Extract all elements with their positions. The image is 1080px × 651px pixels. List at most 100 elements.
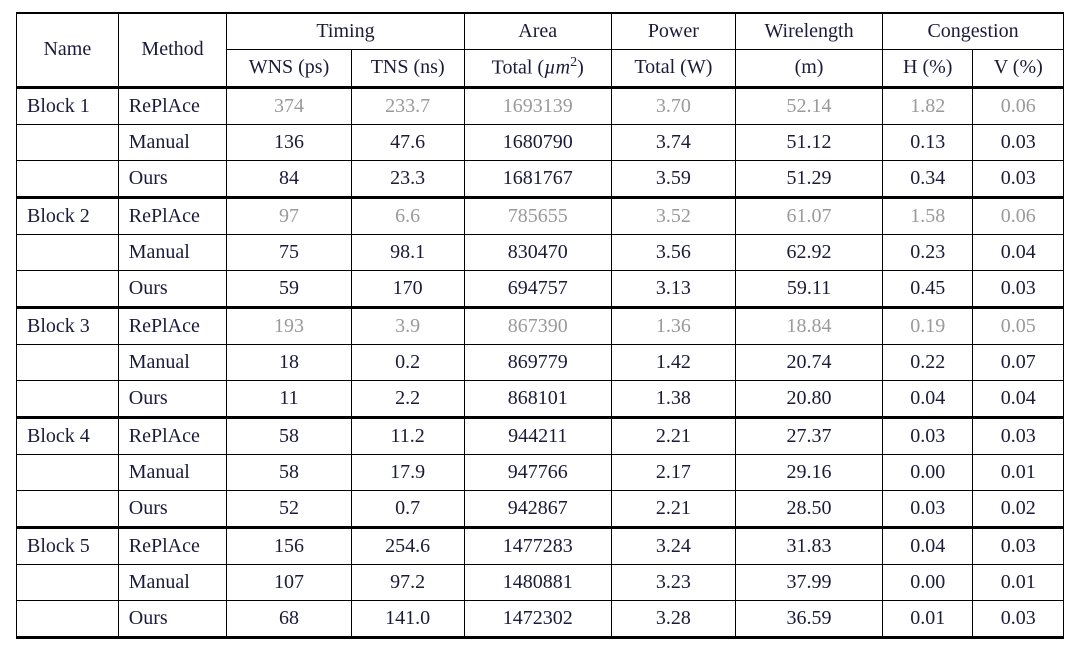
cell-tns: 141.0 [351, 600, 464, 637]
cell-area: 944211 [464, 417, 611, 454]
col-timing: Timing [227, 13, 464, 50]
cell-wl: 51.29 [736, 160, 883, 197]
cell-cv: 0.03 [973, 124, 1064, 160]
table-row: Ours8423.316817673.5951.290.340.03 [17, 160, 1064, 197]
cell-wl: 20.80 [736, 380, 883, 417]
cell-tns: 254.6 [351, 527, 464, 564]
cell-block-name [17, 564, 119, 600]
table-row: Block 4RePlAce5811.29442112.2127.370.030… [17, 417, 1064, 454]
cell-ch: 0.13 [883, 124, 973, 160]
col-wirelength: Wirelength [736, 13, 883, 50]
col-method: Method [118, 13, 227, 87]
cell-cv: 0.03 [973, 600, 1064, 637]
cell-method: Manual [118, 564, 227, 600]
table-row: Ours68141.014723023.2836.590.010.03 [17, 600, 1064, 637]
cell-ch: 0.34 [883, 160, 973, 197]
col-power: Power [611, 13, 735, 50]
cell-method: Manual [118, 344, 227, 380]
cell-cv: 0.04 [973, 380, 1064, 417]
cell-block-name [17, 380, 119, 417]
table-row: Manual10797.214808813.2337.990.000.01 [17, 564, 1064, 600]
cell-method: RePlAce [118, 197, 227, 234]
cell-ch: 1.82 [883, 87, 973, 124]
cell-ch: 1.58 [883, 197, 973, 234]
cell-area: 947766 [464, 454, 611, 490]
cell-cv: 0.06 [973, 197, 1064, 234]
cell-wl: 52.14 [736, 87, 883, 124]
col-wns: WNS (ps) [227, 50, 351, 88]
cell-block-name [17, 344, 119, 380]
cell-method: Ours [118, 490, 227, 527]
cell-method: Manual [118, 234, 227, 270]
col-area: Area [464, 13, 611, 50]
cell-wns: 52 [227, 490, 351, 527]
cell-area: 785655 [464, 197, 611, 234]
cell-method: Ours [118, 380, 227, 417]
cell-cv: 0.03 [973, 527, 1064, 564]
cell-ch: 0.04 [883, 380, 973, 417]
cell-wl: 62.92 [736, 234, 883, 270]
cell-ch: 0.04 [883, 527, 973, 564]
cell-tns: 97.2 [351, 564, 464, 600]
cell-wl: 18.84 [736, 307, 883, 344]
cell-block-name [17, 160, 119, 197]
cell-wns: 84 [227, 160, 351, 197]
table-row: Manual5817.99477662.1729.160.000.01 [17, 454, 1064, 490]
cell-power: 3.23 [611, 564, 735, 600]
cell-wl: 61.07 [736, 197, 883, 234]
cell-ch: 0.03 [883, 417, 973, 454]
cell-power: 3.70 [611, 87, 735, 124]
col-tns: TNS (ns) [351, 50, 464, 88]
cell-cv: 0.04 [973, 234, 1064, 270]
cell-cv: 0.05 [973, 307, 1064, 344]
cell-tns: 170 [351, 270, 464, 307]
cell-ch: 0.23 [883, 234, 973, 270]
cell-area: 1477283 [464, 527, 611, 564]
cell-wl: 31.83 [736, 527, 883, 564]
cell-wns: 193 [227, 307, 351, 344]
cell-tns: 17.9 [351, 454, 464, 490]
cell-wl: 59.11 [736, 270, 883, 307]
col-power-total: Total (W) [611, 50, 735, 88]
cell-wns: 58 [227, 454, 351, 490]
cell-area: 694757 [464, 270, 611, 307]
table-row: Ours112.28681011.3820.800.040.04 [17, 380, 1064, 417]
table-row: Block 2RePlAce976.67856553.5261.071.580.… [17, 197, 1064, 234]
cell-area: 1681767 [464, 160, 611, 197]
col-area-total: Total (µm2) [464, 50, 611, 88]
cell-block-name [17, 490, 119, 527]
cell-tns: 3.9 [351, 307, 464, 344]
cell-power: 3.74 [611, 124, 735, 160]
cell-method: Ours [118, 600, 227, 637]
table-row: Block 5RePlAce156254.614772833.2431.830.… [17, 527, 1064, 564]
cell-method: RePlAce [118, 527, 227, 564]
cell-wns: 107 [227, 564, 351, 600]
table-body: Block 1RePlAce374233.716931393.7052.141.… [17, 87, 1064, 637]
cell-block-name: Block 2 [17, 197, 119, 234]
cell-wns: 156 [227, 527, 351, 564]
results-table: Name Method Timing Area Power Wirelength… [16, 12, 1064, 639]
cell-ch: 0.00 [883, 564, 973, 600]
cell-block-name [17, 600, 119, 637]
cell-block-name [17, 270, 119, 307]
table-row: Block 1RePlAce374233.716931393.7052.141.… [17, 87, 1064, 124]
cell-ch: 0.19 [883, 307, 973, 344]
cell-cv: 0.03 [973, 160, 1064, 197]
cell-tns: 11.2 [351, 417, 464, 454]
cell-power: 3.59 [611, 160, 735, 197]
cell-cv: 0.07 [973, 344, 1064, 380]
cell-tns: 98.1 [351, 234, 464, 270]
cell-method: Manual [118, 124, 227, 160]
cell-tns: 23.3 [351, 160, 464, 197]
cell-wns: 59 [227, 270, 351, 307]
cell-wns: 374 [227, 87, 351, 124]
cell-area: 942867 [464, 490, 611, 527]
cell-method: RePlAce [118, 307, 227, 344]
cell-tns: 2.2 [351, 380, 464, 417]
cell-ch: 0.45 [883, 270, 973, 307]
cell-cv: 0.01 [973, 564, 1064, 600]
cell-area: 1693139 [464, 87, 611, 124]
cell-method: Ours [118, 270, 227, 307]
cell-power: 2.21 [611, 490, 735, 527]
cell-wns: 136 [227, 124, 351, 160]
